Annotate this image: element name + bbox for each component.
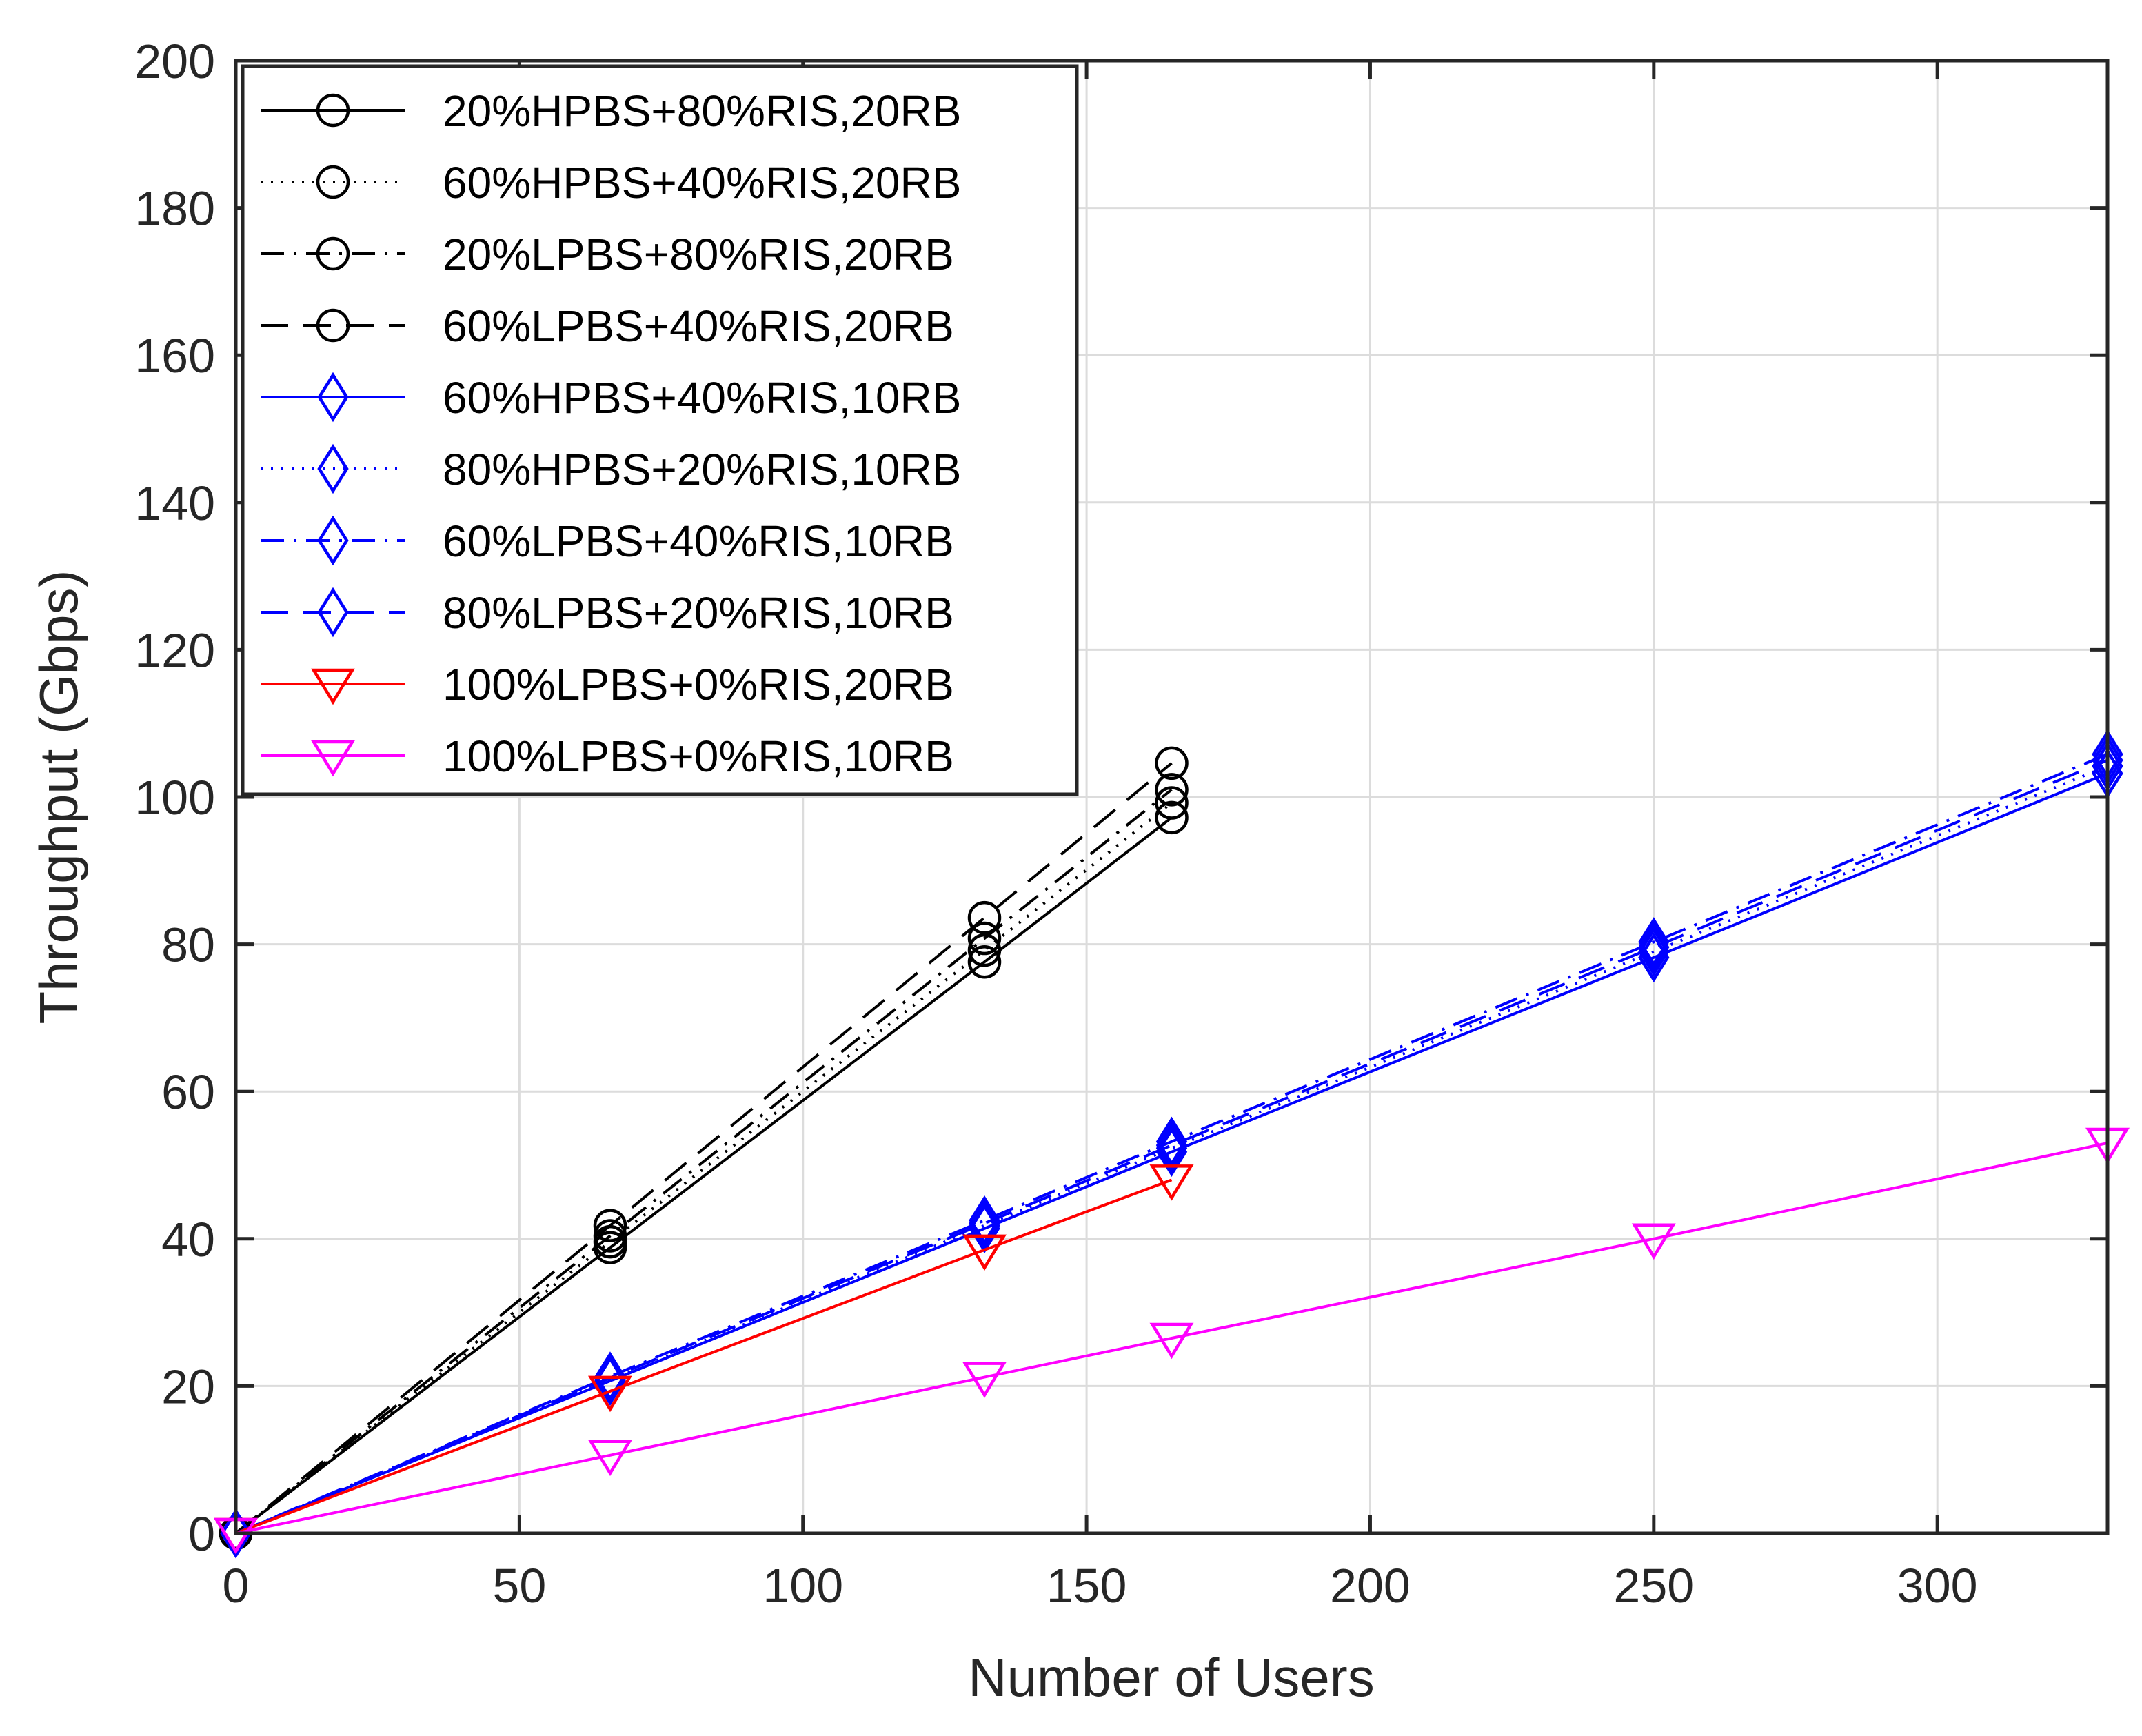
data-point xyxy=(1149,1164,1194,1201)
x-tick-label: 0 xyxy=(223,1559,250,1613)
x-tick-label: 50 xyxy=(492,1559,546,1613)
data-point xyxy=(967,921,1002,956)
data-point xyxy=(1631,1223,1676,1260)
data-point xyxy=(1155,746,1189,780)
data-point xyxy=(594,1353,626,1403)
series-8 xyxy=(220,735,2123,1559)
data-point xyxy=(1149,1322,1194,1360)
legend-entry: 20%HPBS+80%RIS,20RB xyxy=(261,86,961,136)
plot-frame xyxy=(234,59,2110,1535)
y-tick-label: 140 xyxy=(134,476,215,530)
data-point xyxy=(587,1440,633,1477)
data-point xyxy=(220,1508,252,1559)
legend-marker xyxy=(316,308,350,343)
legend-entry: 100%LPBS+0%RIS,20RB xyxy=(261,660,954,709)
data-point xyxy=(587,1375,633,1413)
legend-label: 80%LPBS+20%RIS,10RB xyxy=(443,588,954,638)
y-tick-label: 0 xyxy=(188,1507,215,1561)
legend-entry: 20%LPBS+80%RIS,20RB xyxy=(261,230,954,279)
legend-marker xyxy=(310,740,356,777)
legend-label: 100%LPBS+0%RIS,20RB xyxy=(443,660,954,709)
x-tick-label: 100 xyxy=(762,1559,843,1613)
legend-marker xyxy=(317,443,349,494)
legend-entry: 60%LPBS+40%RIS,10RB xyxy=(261,515,954,566)
y-tick-labels: 0 20 40 60 80 100 120 140 160 180 200 xyxy=(134,34,215,1561)
x-axis-label: Number of Users xyxy=(968,1647,1375,1708)
legend-label: 80%HPBS+20%RIS,10RB xyxy=(443,445,961,494)
data-point xyxy=(969,1195,1000,1246)
data-point xyxy=(967,933,1002,967)
series-line xyxy=(235,753,2108,1535)
series xyxy=(213,729,2130,1559)
x-tick-label: 150 xyxy=(1047,1559,1127,1613)
legend-label: 20%LPBS+80%RIS,20RB xyxy=(443,230,954,279)
legend-entry: 80%HPBS+20%RIS,10RB xyxy=(261,443,961,494)
legend-label: 60%HPBS+40%RIS,20RB xyxy=(443,158,961,208)
data-point xyxy=(1155,786,1189,820)
data-point xyxy=(967,900,1002,935)
data-point xyxy=(1155,1123,1188,1173)
legend-marker xyxy=(316,236,350,271)
series-line xyxy=(235,1142,2108,1535)
legend-label: 60%LPBS+40%RIS,20RB xyxy=(443,301,954,351)
data-point xyxy=(1638,922,1670,973)
legend-entry: 60%LPBS+40%RIS,20RB xyxy=(261,301,954,351)
x-tick-label: 200 xyxy=(1330,1559,1411,1613)
legend-marker xyxy=(310,668,356,705)
y-tick-label: 180 xyxy=(134,182,215,236)
y-tick-label: 160 xyxy=(134,329,215,383)
y-tick-label: 40 xyxy=(161,1213,215,1266)
series-line xyxy=(234,816,1173,1535)
x-tick-labels: 0 50 100 150 200 250 300 xyxy=(223,1559,1978,1613)
legend-marker xyxy=(316,93,350,128)
data-point xyxy=(593,1209,627,1242)
y-tick-label: 60 xyxy=(161,1065,215,1119)
y-tick-label: 120 xyxy=(134,623,215,677)
data-point xyxy=(967,945,1002,979)
legend-label: 60%HPBS+40%RIS,10RB xyxy=(443,373,961,423)
series-line xyxy=(235,771,2108,1535)
legend-label: 60%LPBS+40%RIS,10RB xyxy=(443,516,954,566)
legend-box xyxy=(241,64,1079,796)
legend-entry: 80%LPBS+20%RIS,10RB xyxy=(261,587,954,638)
legend-marker xyxy=(317,515,349,566)
data-point xyxy=(1155,1116,1188,1167)
legend-label: 20%HPBS+80%RIS,20RB xyxy=(443,86,961,136)
legend-entry: 60%HPBS+40%RIS,20RB xyxy=(261,158,961,208)
series-line xyxy=(235,758,2108,1535)
legend-label: 100%LPBS+0%RIS,10RB xyxy=(443,731,954,781)
y-tick-label: 100 xyxy=(134,771,215,825)
legend: 20%HPBS+80%RIS,20RB 60%HPBS+40%RIS,20RB 20… xyxy=(241,64,1079,796)
y-tick-label: 200 xyxy=(134,34,215,88)
legend-marker xyxy=(317,372,349,423)
legend-marker xyxy=(316,165,350,199)
y-tick-label: 20 xyxy=(161,1360,215,1413)
series-line xyxy=(234,788,1173,1535)
data-point xyxy=(969,1198,1000,1249)
data-point xyxy=(1638,917,1670,967)
x-tick-label: 250 xyxy=(1613,1559,1694,1613)
legend-marker xyxy=(317,587,349,638)
series-line xyxy=(235,765,2108,1535)
y-axis-label: Throughput (Gbps) xyxy=(28,569,89,1024)
legend-entry: 100%LPBS+0%RIS,10RB xyxy=(261,731,954,781)
series-line xyxy=(235,1178,1173,1535)
legend-entry: 60%HPBS+40%RIS,10RB xyxy=(261,372,961,423)
series-line xyxy=(234,762,1173,1535)
data-point xyxy=(593,1219,627,1253)
x-tick-label: 300 xyxy=(1897,1559,1978,1613)
y-tick-label: 80 xyxy=(161,918,215,972)
data-point xyxy=(962,1362,1007,1398)
data-point xyxy=(962,1234,1007,1271)
series-10 xyxy=(213,1127,2130,1555)
data-point xyxy=(1155,773,1189,807)
data-point xyxy=(1155,800,1189,835)
